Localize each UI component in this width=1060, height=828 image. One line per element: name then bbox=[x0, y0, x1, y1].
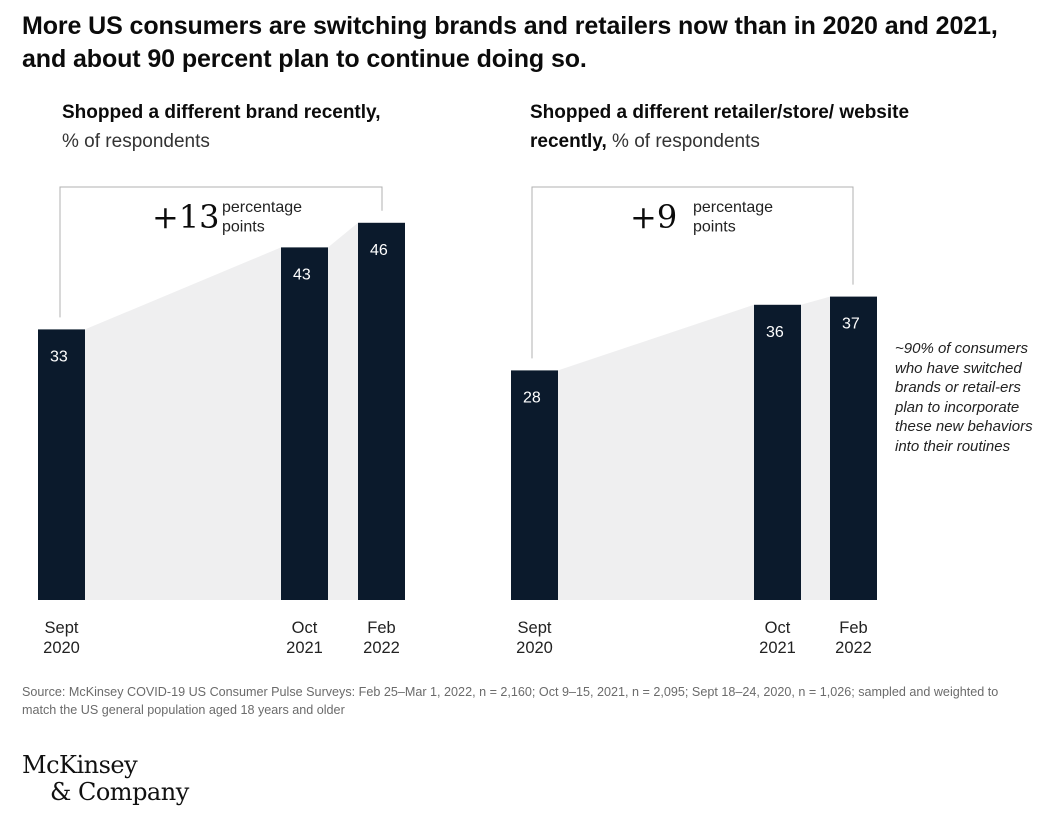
chart-title: More US consumers are switching brands a… bbox=[22, 12, 998, 73]
left-panel-title-unit: % of respondents bbox=[62, 131, 210, 152]
right-change-unit-line: points bbox=[693, 219, 736, 236]
left-bar-3 bbox=[358, 222, 405, 601]
right-category-label: Feb bbox=[839, 619, 867, 637]
right-change-value: +9 bbox=[630, 198, 677, 236]
left-bar-1 bbox=[38, 329, 85, 600]
right-bar-label-3: 37 bbox=[842, 316, 860, 333]
right-category-label: 2021 bbox=[759, 639, 796, 657]
right-panel-title-unit: % of respondents bbox=[612, 131, 760, 152]
mckinsey-logo: McKinsey & Company bbox=[22, 752, 189, 806]
source-note: Source: McKinsey COVID-19 US Consumer Pu… bbox=[22, 685, 999, 717]
behavior-note: ~90% of consumers who have switched bran… bbox=[895, 340, 1033, 455]
left-change-value: +13 bbox=[152, 198, 220, 236]
right-growth-shading bbox=[558, 296, 877, 600]
right-category-label: 2022 bbox=[835, 639, 872, 657]
left-bar-label-2: 43 bbox=[293, 266, 311, 283]
right-bar-2 bbox=[754, 304, 801, 600]
left-category-label: 2022 bbox=[363, 639, 400, 657]
left-panel-title: Shopped a different brand recently, % of… bbox=[62, 98, 462, 156]
left-panel-title-strong: Shopped a different brand recently, bbox=[62, 102, 381, 123]
left-bar-2 bbox=[281, 247, 328, 600]
left-bar-label-1: 33 bbox=[50, 348, 68, 365]
logo-line-1: McKinsey bbox=[22, 751, 138, 779]
right-category-label: Oct bbox=[765, 619, 791, 637]
left-change-bracket bbox=[59, 186, 383, 318]
right-bar-label-1: 28 bbox=[523, 389, 541, 406]
right-panel-title: Shopped a different retailer/store/ webs… bbox=[530, 98, 930, 156]
logo-line-2: & Company bbox=[50, 778, 189, 806]
right-change-bracket bbox=[531, 186, 854, 359]
left-bar-label-3: 46 bbox=[370, 242, 388, 259]
right-panel-title-strong-text: Shopped a different retailer/store/ webs… bbox=[530, 102, 910, 152]
right-change-unit-line: percentage bbox=[693, 199, 773, 216]
left-category-label: Feb bbox=[367, 619, 395, 637]
right-panel-title-strong: Shopped a different retailer/store/ webs… bbox=[530, 102, 909, 152]
right-bar-3 bbox=[830, 296, 877, 600]
left-change-unit-line: percentage bbox=[222, 199, 302, 216]
left-category-label: 2020 bbox=[43, 639, 80, 657]
bar-charts: +13 percentagepoints33Sept202043Oct202146… bbox=[38, 186, 877, 657]
right-category-label: Sept bbox=[518, 619, 552, 637]
left-change-unit-line: points bbox=[222, 219, 265, 236]
right-category-label: 2020 bbox=[516, 639, 553, 657]
left-category-label: 2021 bbox=[286, 639, 323, 657]
left-category-label: Sept bbox=[45, 619, 79, 637]
right-bar-1 bbox=[511, 370, 558, 600]
left-category-label: Oct bbox=[292, 619, 318, 637]
left-growth-shading bbox=[85, 222, 405, 601]
right-bar-label-2: 36 bbox=[766, 324, 784, 341]
